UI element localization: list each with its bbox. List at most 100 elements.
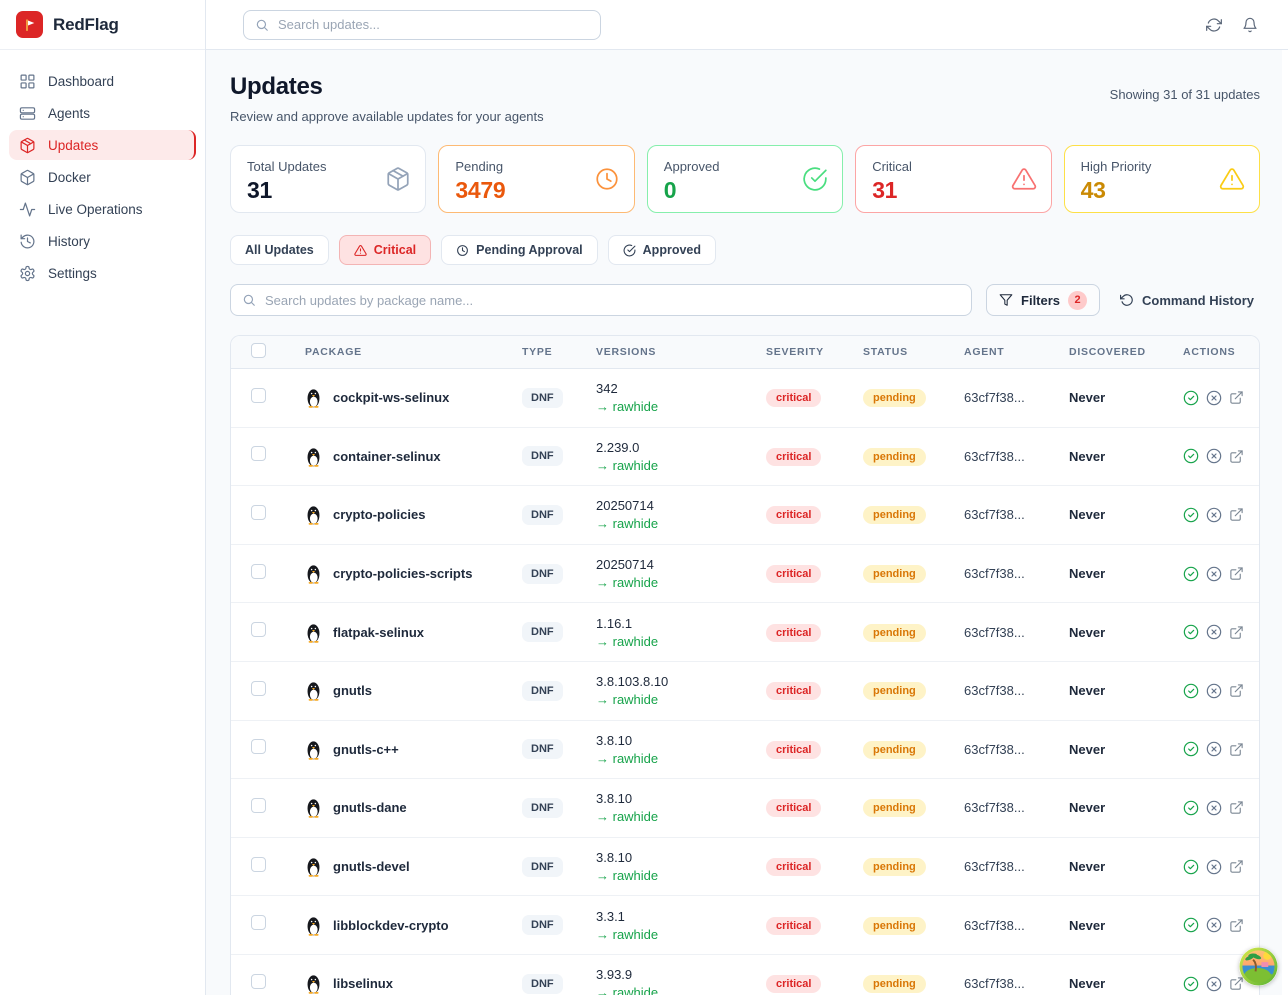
external-link-icon[interactable] — [1229, 800, 1244, 815]
sidebar-item-docker[interactable]: Docker — [9, 162, 196, 192]
external-link-icon[interactable] — [1229, 507, 1244, 522]
scrollbar-track[interactable] — [1282, 50, 1288, 995]
approve-icon[interactable] — [1183, 800, 1199, 816]
status-badge: pending — [863, 389, 926, 408]
approve-icon[interactable] — [1183, 507, 1199, 523]
filters-button[interactable]: Filters 2 — [986, 284, 1101, 316]
package-name: libselinux — [333, 976, 393, 992]
discovered-value: Never — [1069, 566, 1106, 582]
approve-icon[interactable] — [1183, 976, 1199, 992]
package-name: gnutls-c++ — [333, 741, 399, 757]
reject-icon[interactable] — [1206, 507, 1222, 523]
table-row: crypto-policies DNF 20250714 → rawhide criti… — [231, 486, 1259, 545]
approve-icon[interactable] — [1183, 683, 1199, 699]
external-link-icon[interactable] — [1229, 683, 1244, 698]
reject-icon[interactable] — [1206, 566, 1222, 582]
approve-icon[interactable] — [1183, 448, 1199, 464]
select-all-checkbox[interactable] — [251, 343, 266, 358]
version-current: 342 — [596, 381, 618, 397]
discovered-value: Never — [1069, 976, 1106, 992]
row-checkbox[interactable] — [251, 797, 266, 813]
external-link-icon[interactable] — [1229, 625, 1244, 640]
tab-critical[interactable]: Critical — [338, 235, 432, 265]
bell-icon[interactable] — [1242, 17, 1258, 33]
external-link-icon[interactable] — [1229, 976, 1244, 991]
external-link-icon[interactable] — [1229, 449, 1244, 464]
sidebar-item-agents[interactable]: Agents — [9, 98, 196, 128]
refresh-icon[interactable] — [1206, 17, 1222, 33]
approve-icon[interactable] — [1183, 566, 1199, 582]
row-checkbox[interactable] — [251, 915, 266, 931]
approve-icon[interactable] — [1183, 624, 1199, 640]
status-badge: pending — [863, 799, 926, 818]
sidebar-item-live-operations[interactable]: Live Operations — [9, 194, 196, 224]
table-row: libblockdev-crypto DNF 3.3.1 → rawhide criti… — [231, 896, 1259, 955]
tab-all-updates[interactable]: All Updates — [230, 235, 329, 265]
beach-island-icon[interactable] — [1239, 947, 1278, 986]
approve-icon[interactable] — [1183, 390, 1199, 406]
reject-icon[interactable] — [1206, 800, 1222, 816]
global-search[interactable] — [243, 9, 601, 40]
brand-name: RedFlag — [53, 14, 119, 34]
sidebar-item-label: History — [48, 233, 91, 249]
version-current: 3.3.1 — [596, 908, 625, 924]
tab-approved[interactable]: Approved — [607, 235, 716, 265]
agent-id: 63cf7f38... — [964, 800, 1025, 816]
global-search-input[interactable] — [278, 17, 589, 32]
sidebar-item-updates[interactable]: Updates — [9, 130, 196, 160]
sidebar-item-settings[interactable]: Settings — [9, 258, 196, 288]
sidebar-nav: Dashboard Agents Updates Docker Live Operati… — [0, 50, 205, 304]
row-checkbox[interactable] — [251, 856, 266, 872]
row-checkbox[interactable] — [251, 446, 266, 462]
external-link-icon[interactable] — [1229, 390, 1244, 405]
row-checkbox[interactable] — [251, 504, 266, 520]
row-checkbox[interactable] — [251, 622, 266, 638]
agents-icon — [19, 105, 36, 122]
package-search-input[interactable] — [265, 292, 961, 308]
discovered-value: Never — [1069, 741, 1106, 757]
stat-card-high-priority: High Priority 43 — [1063, 145, 1260, 213]
clock-icon — [456, 244, 469, 257]
row-checkbox[interactable] — [251, 387, 266, 403]
row-checkbox[interactable] — [251, 563, 266, 579]
reject-icon[interactable] — [1206, 976, 1222, 992]
package-name: gnutls-dane — [333, 800, 407, 816]
sidebar-item-dashboard[interactable]: Dashboard — [9, 66, 196, 96]
approve-icon[interactable] — [1183, 917, 1199, 933]
sidebar-item-label: Live Operations — [48, 201, 143, 217]
version-target: → rawhide — [596, 516, 659, 532]
reject-icon[interactable] — [1206, 390, 1222, 406]
row-checkbox[interactable] — [251, 680, 266, 696]
external-link-icon[interactable] — [1229, 918, 1244, 933]
reject-icon[interactable] — [1206, 917, 1222, 933]
package-search[interactable] — [230, 284, 973, 316]
version-target: → rawhide — [596, 692, 659, 708]
external-link-icon[interactable] — [1229, 742, 1244, 757]
reject-icon[interactable] — [1206, 624, 1222, 640]
sidebar-item-label: Settings — [48, 265, 97, 281]
agent-id: 63cf7f38... — [964, 741, 1025, 757]
approve-icon[interactable] — [1183, 741, 1199, 757]
dashboard-icon — [19, 73, 36, 90]
external-link-icon[interactable] — [1229, 566, 1244, 581]
command-history-button[interactable]: Command History — [1114, 293, 1260, 308]
reject-icon[interactable] — [1206, 448, 1222, 464]
row-checkbox[interactable] — [251, 739, 266, 755]
sidebar-item-history[interactable]: History — [9, 226, 196, 256]
package-name: flatpak-selinux — [333, 624, 425, 640]
tab-pending-approval[interactable]: Pending Approval — [441, 235, 598, 265]
external-link-icon[interactable] — [1229, 859, 1244, 874]
agent-id: 63cf7f38... — [964, 390, 1025, 406]
row-checkbox[interactable] — [251, 973, 266, 989]
reject-icon[interactable] — [1206, 859, 1222, 875]
approve-icon[interactable] — [1183, 859, 1199, 875]
sidebar-item-label: Dashboard — [48, 73, 115, 89]
stats-cards: Total Updates 31 Pending 3479 Approved 0 Criti… — [230, 145, 1260, 213]
reject-icon[interactable] — [1206, 741, 1222, 757]
tux-penguin-icon — [305, 739, 322, 760]
version-current: 20250714 — [596, 557, 654, 573]
table-body: cockpit-ws-selinux DNF 342 → rawhide critica… — [231, 369, 1259, 995]
reject-icon[interactable] — [1206, 683, 1222, 699]
stat-label: Pending — [455, 159, 504, 174]
check-circle-icon — [623, 244, 636, 257]
